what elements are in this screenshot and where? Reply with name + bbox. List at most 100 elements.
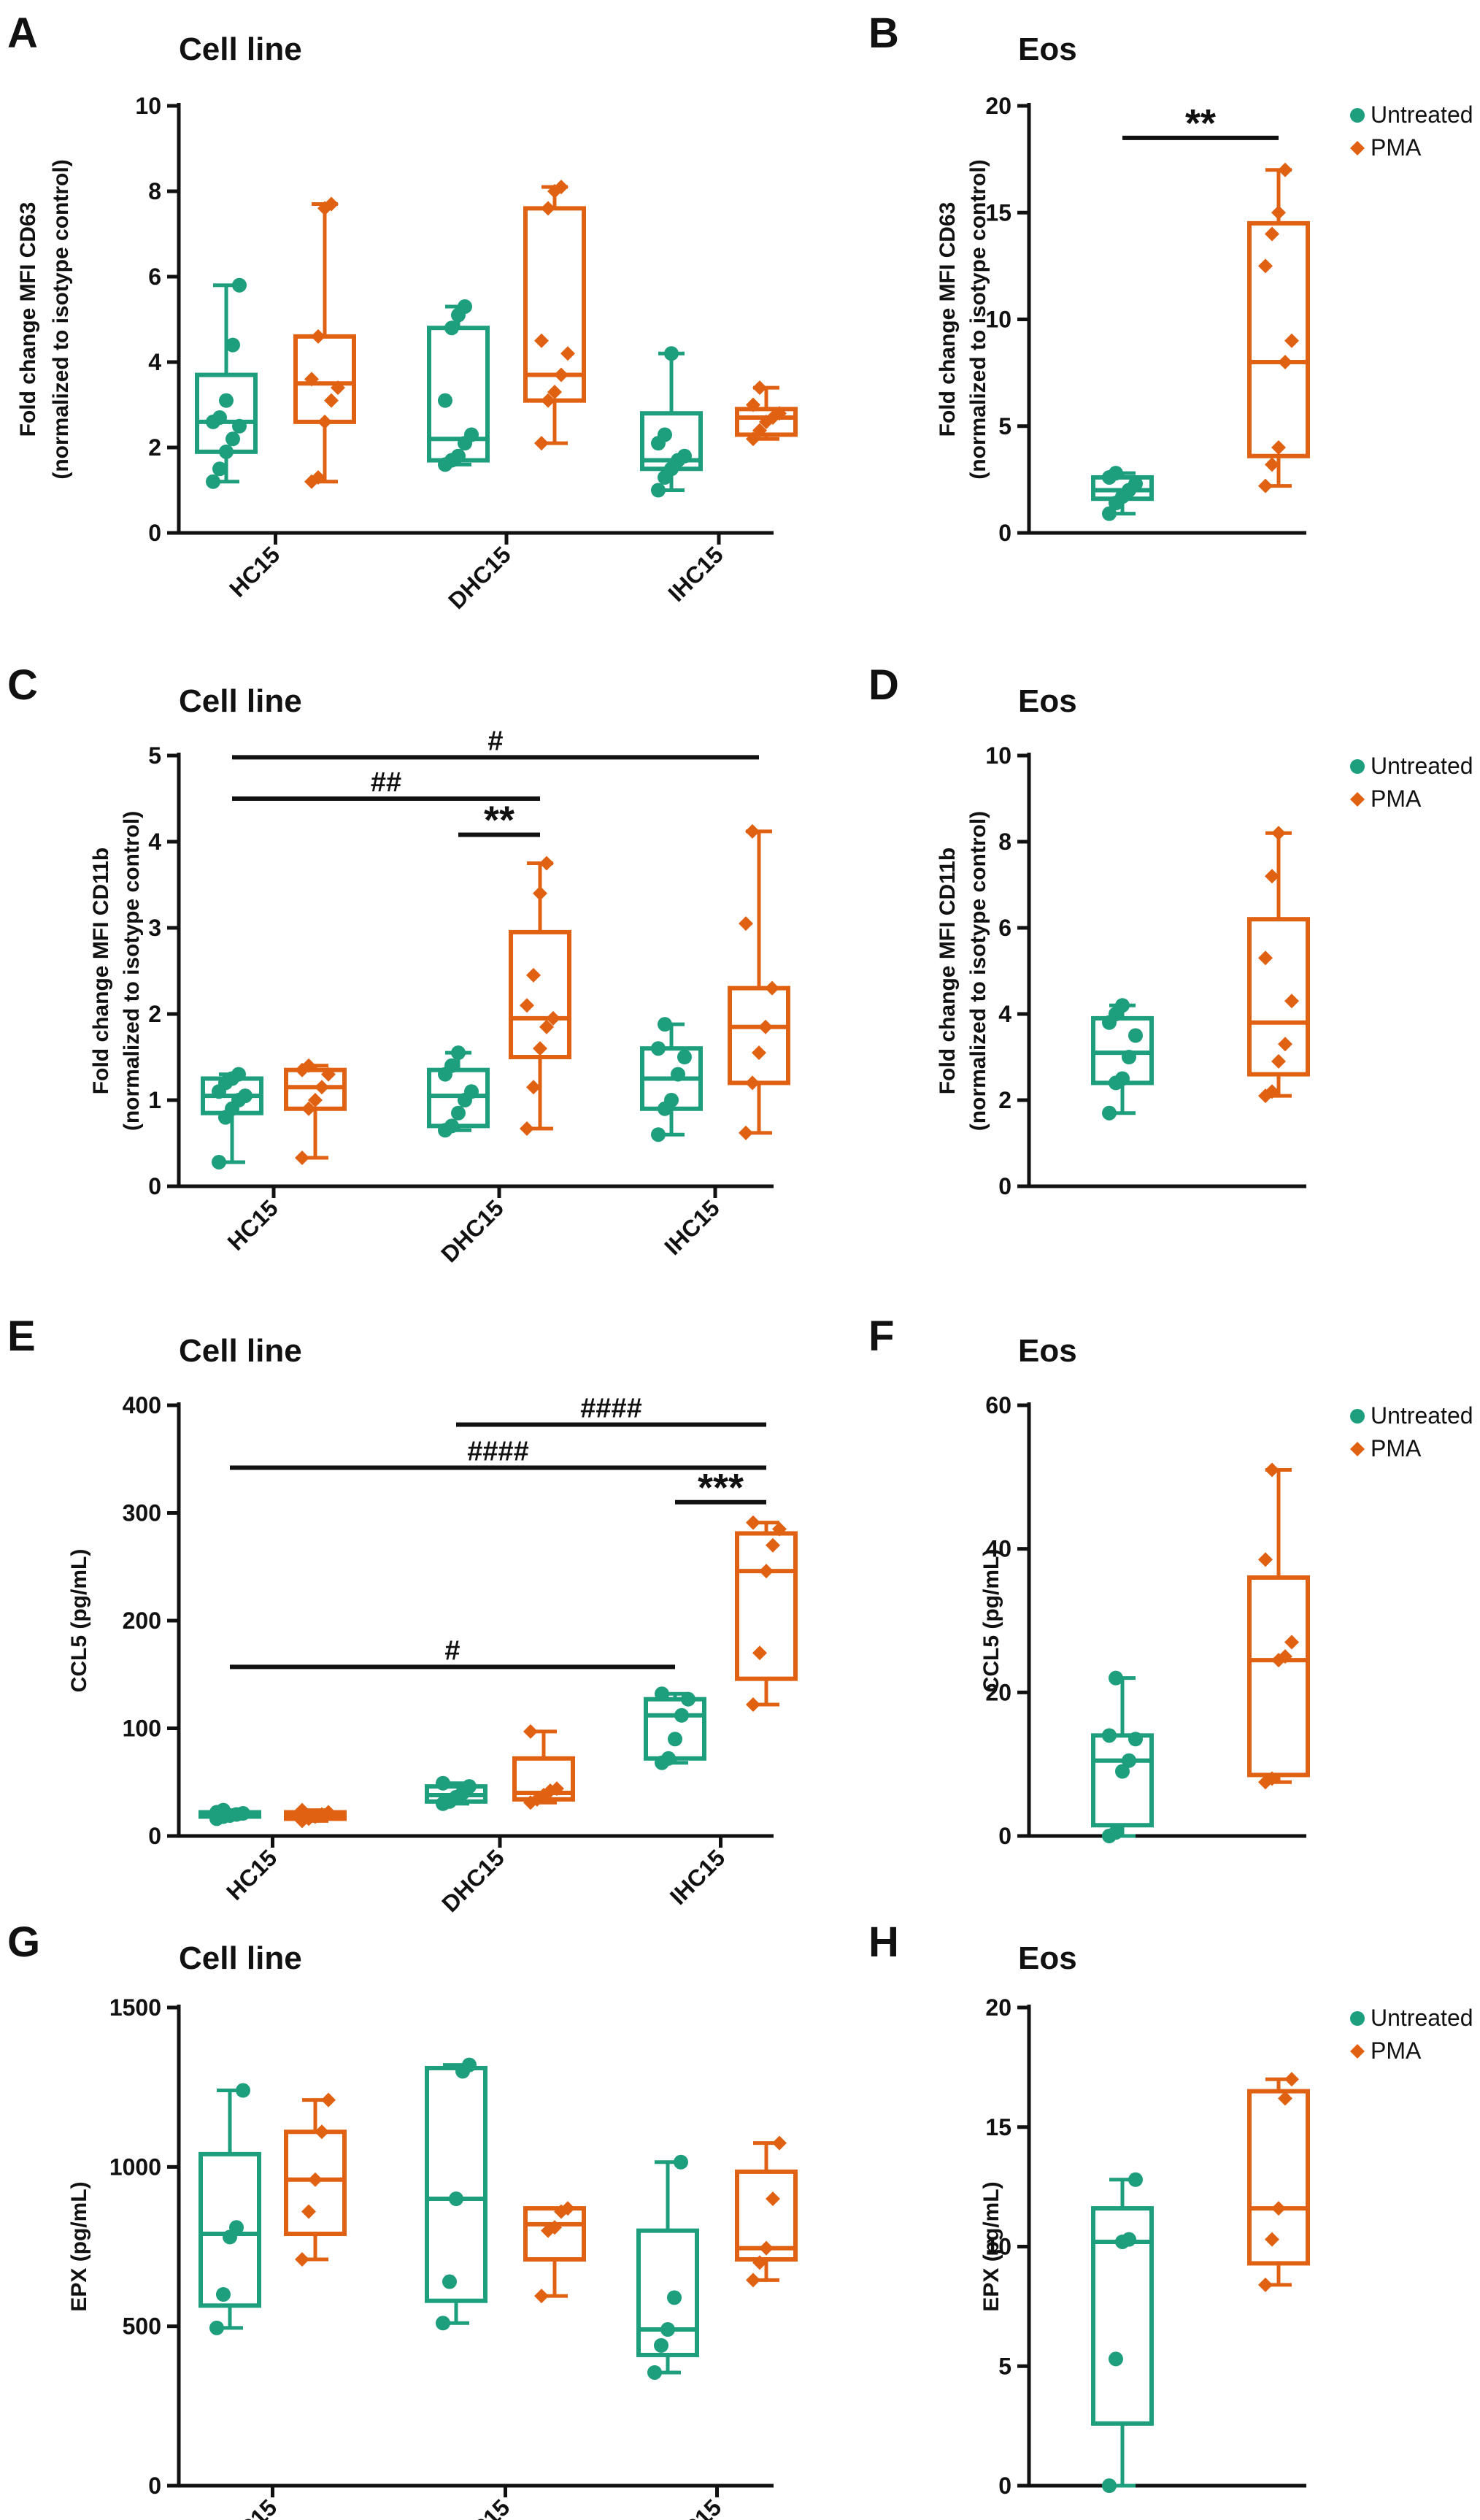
y-tick-label: 6 — [998, 915, 1011, 941]
y-tick-label: 1000 — [109, 2154, 161, 2180]
y-tick-label: 0 — [998, 1173, 1011, 1199]
data-point — [759, 1564, 774, 1579]
data-point — [1265, 226, 1279, 242]
data-point — [1258, 2277, 1273, 2292]
significance-label: *** — [698, 1466, 744, 1510]
data-point — [295, 2251, 309, 2267]
panel-label: D — [868, 661, 899, 709]
legend-marker-untreated — [1350, 108, 1365, 123]
data-point — [655, 1686, 669, 1702]
data-point — [772, 1521, 787, 1537]
box-pma-ihc15 — [735, 1515, 798, 1713]
data-point — [539, 1019, 554, 1034]
data-point — [444, 320, 459, 336]
data-point — [226, 337, 240, 353]
data-point — [547, 2220, 562, 2235]
legend-marker-pma — [1350, 2044, 1365, 2059]
data-point — [238, 1088, 253, 1104]
data-point — [1265, 1771, 1279, 1786]
data-point — [449, 2191, 463, 2206]
box-pma-ihc15 — [728, 823, 790, 1140]
data-point — [1271, 205, 1286, 220]
box-untreated-ihc15 — [640, 346, 703, 498]
x-tick-label: DHC15 — [436, 1844, 509, 1917]
y-tick-label: 1500 — [109, 1994, 161, 2021]
data-point — [765, 980, 779, 996]
data-point — [1278, 1037, 1292, 1052]
y-tick-label: 20 — [985, 1994, 1011, 2021]
data-point — [232, 277, 247, 293]
y-axis-label: (normalized to isotype control) — [49, 159, 73, 479]
y-tick-label: 4 — [148, 829, 161, 855]
legend-label-pma: PMA — [1371, 134, 1422, 161]
significance-label: #### — [580, 1394, 642, 1424]
data-point — [1265, 869, 1279, 884]
data-point — [464, 1084, 479, 1099]
y-tick-label: 2 — [998, 1087, 1011, 1113]
data-point — [677, 448, 692, 464]
y-tick-label: 10 — [985, 307, 1011, 333]
data-point — [752, 2255, 767, 2270]
box-pma-dhc15 — [512, 1724, 575, 1810]
data-point — [1258, 258, 1273, 274]
y-tick-label: 0 — [148, 2473, 161, 2499]
box-untreated-dhc15 — [427, 1045, 490, 1138]
data-point — [533, 886, 547, 901]
box-untreated-eos — [1091, 2172, 1154, 2493]
data-point — [1258, 478, 1273, 493]
x-tick-label: IHC15 — [659, 1194, 725, 1260]
y-axis-label: EPX (pg/mL) — [67, 2181, 91, 2311]
y-tick-label: 10 — [135, 93, 161, 119]
y-tick-label: 3 — [148, 915, 161, 941]
data-point — [681, 1691, 695, 1707]
legend-marker-untreated — [1350, 759, 1365, 774]
legend-label-untreated: Untreated — [1371, 2005, 1473, 2031]
x-tick-label: DHC15 — [436, 1194, 509, 1267]
data-point — [1122, 1753, 1136, 1768]
data-point — [451, 448, 466, 464]
data-point — [321, 2092, 336, 2108]
data-point — [1109, 1670, 1123, 1686]
data-point — [1271, 1053, 1286, 1069]
x-tick-label: HC15 — [223, 1194, 283, 1255]
data-point — [746, 1515, 760, 1530]
box-untreated-ihc15 — [636, 2154, 699, 2380]
panel-title: Eos — [1018, 683, 1077, 719]
significance-label: ## — [371, 767, 401, 798]
y-tick-label: 1 — [148, 1087, 161, 1113]
data-point — [554, 367, 569, 383]
significance-label: ** — [1185, 101, 1216, 145]
box-untreated-ihc15 — [640, 1017, 703, 1142]
panel-G: G Cell line EPX (pg/mL) 0 500 1000 1500 HC15 DHC… — [7, 1918, 798, 2520]
data-point — [317, 414, 332, 429]
box-iqr — [1247, 917, 1310, 1077]
data-point — [226, 431, 240, 447]
data-point — [219, 393, 234, 408]
data-point — [746, 431, 760, 447]
box-pma-hc15 — [284, 1058, 347, 1166]
box-iqr — [735, 407, 798, 437]
box-untreated-eos — [1091, 1670, 1154, 1843]
box-pma-ihc15 — [735, 380, 798, 447]
panel-D: D Eos Fold change MFI CD11b (normalized to … — [868, 661, 1473, 1199]
data-point — [651, 483, 666, 498]
data-point — [660, 2322, 675, 2337]
legend: Untreated PMA — [1350, 1402, 1473, 1461]
data-point — [209, 2320, 224, 2335]
box-iqr — [735, 1531, 798, 1681]
y-axis-label: (normalized to isotype control) — [966, 811, 990, 1131]
data-point — [546, 1010, 560, 1026]
legend-marker-untreated — [1350, 2011, 1365, 2026]
data-point — [539, 856, 554, 871]
x-tick-label: HC15 — [221, 1844, 282, 1905]
data-point — [1102, 1728, 1117, 1743]
data-point — [746, 2273, 760, 2288]
data-point — [1265, 457, 1279, 472]
data-point — [752, 1645, 767, 1661]
y-tick-label: 60 — [985, 1392, 1011, 1418]
data-point — [1258, 950, 1273, 966]
box-iqr — [509, 929, 571, 1060]
box-untreated-hc15 — [195, 277, 258, 489]
box-iqr — [644, 1697, 706, 1761]
